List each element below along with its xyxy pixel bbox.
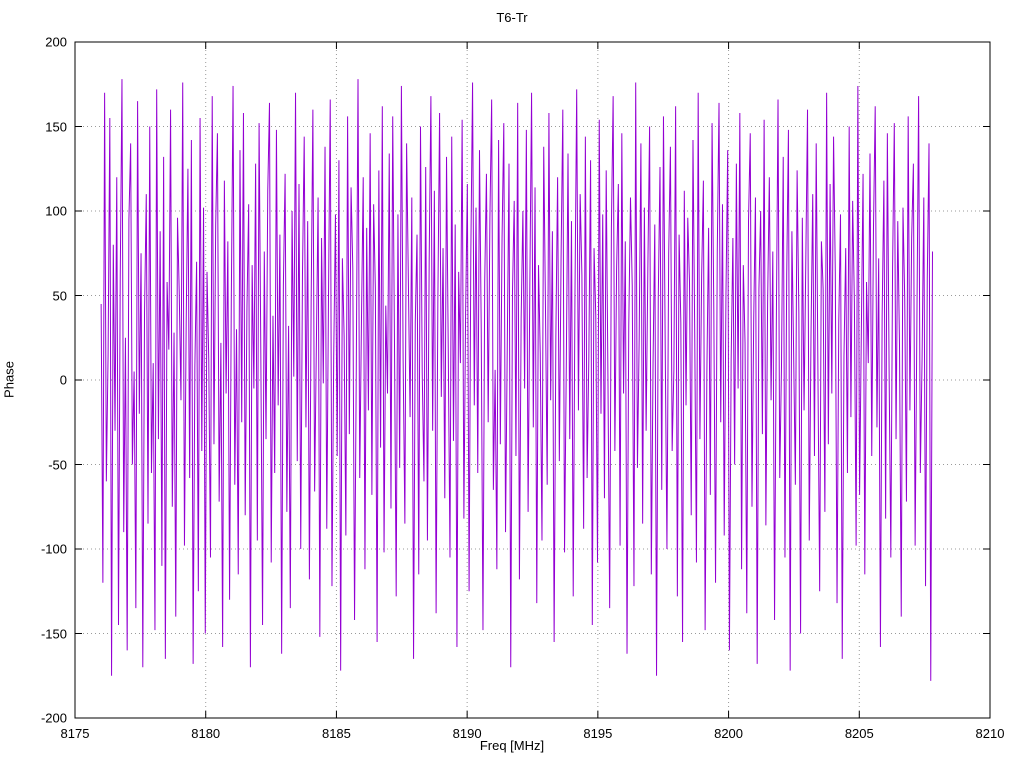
y-tick-label: -150 xyxy=(40,626,67,641)
y-tick-label: -50 xyxy=(48,457,67,472)
y-tick-label: -100 xyxy=(40,541,67,557)
y-tick-label: 200 xyxy=(45,34,67,50)
x-tick-label: 8210 xyxy=(975,726,1005,741)
y-axis-label: Phase xyxy=(1,361,17,398)
y-tick-label: 150 xyxy=(45,119,67,134)
plot-border xyxy=(74,41,991,719)
phase-trace xyxy=(100,79,933,681)
y-tick-label: -200 xyxy=(40,710,67,726)
x-tick-label: 8175 xyxy=(60,726,90,741)
x-tick-label: 8185 xyxy=(321,726,351,741)
y-tick-label: 0 xyxy=(59,372,67,388)
y-tick-label: 50 xyxy=(52,288,67,303)
x-tick-label: 8190 xyxy=(452,726,482,741)
x-tick-label: 8195 xyxy=(583,726,613,741)
x-tick-label: 8200 xyxy=(714,726,744,741)
x-axis-label: Freq [MHz] xyxy=(479,738,545,753)
chart-title: T6-Tr xyxy=(496,10,528,25)
x-tick-label: 8180 xyxy=(191,726,221,741)
y-tick-label: 100 xyxy=(45,203,67,219)
x-tick-label: 8205 xyxy=(844,726,874,741)
